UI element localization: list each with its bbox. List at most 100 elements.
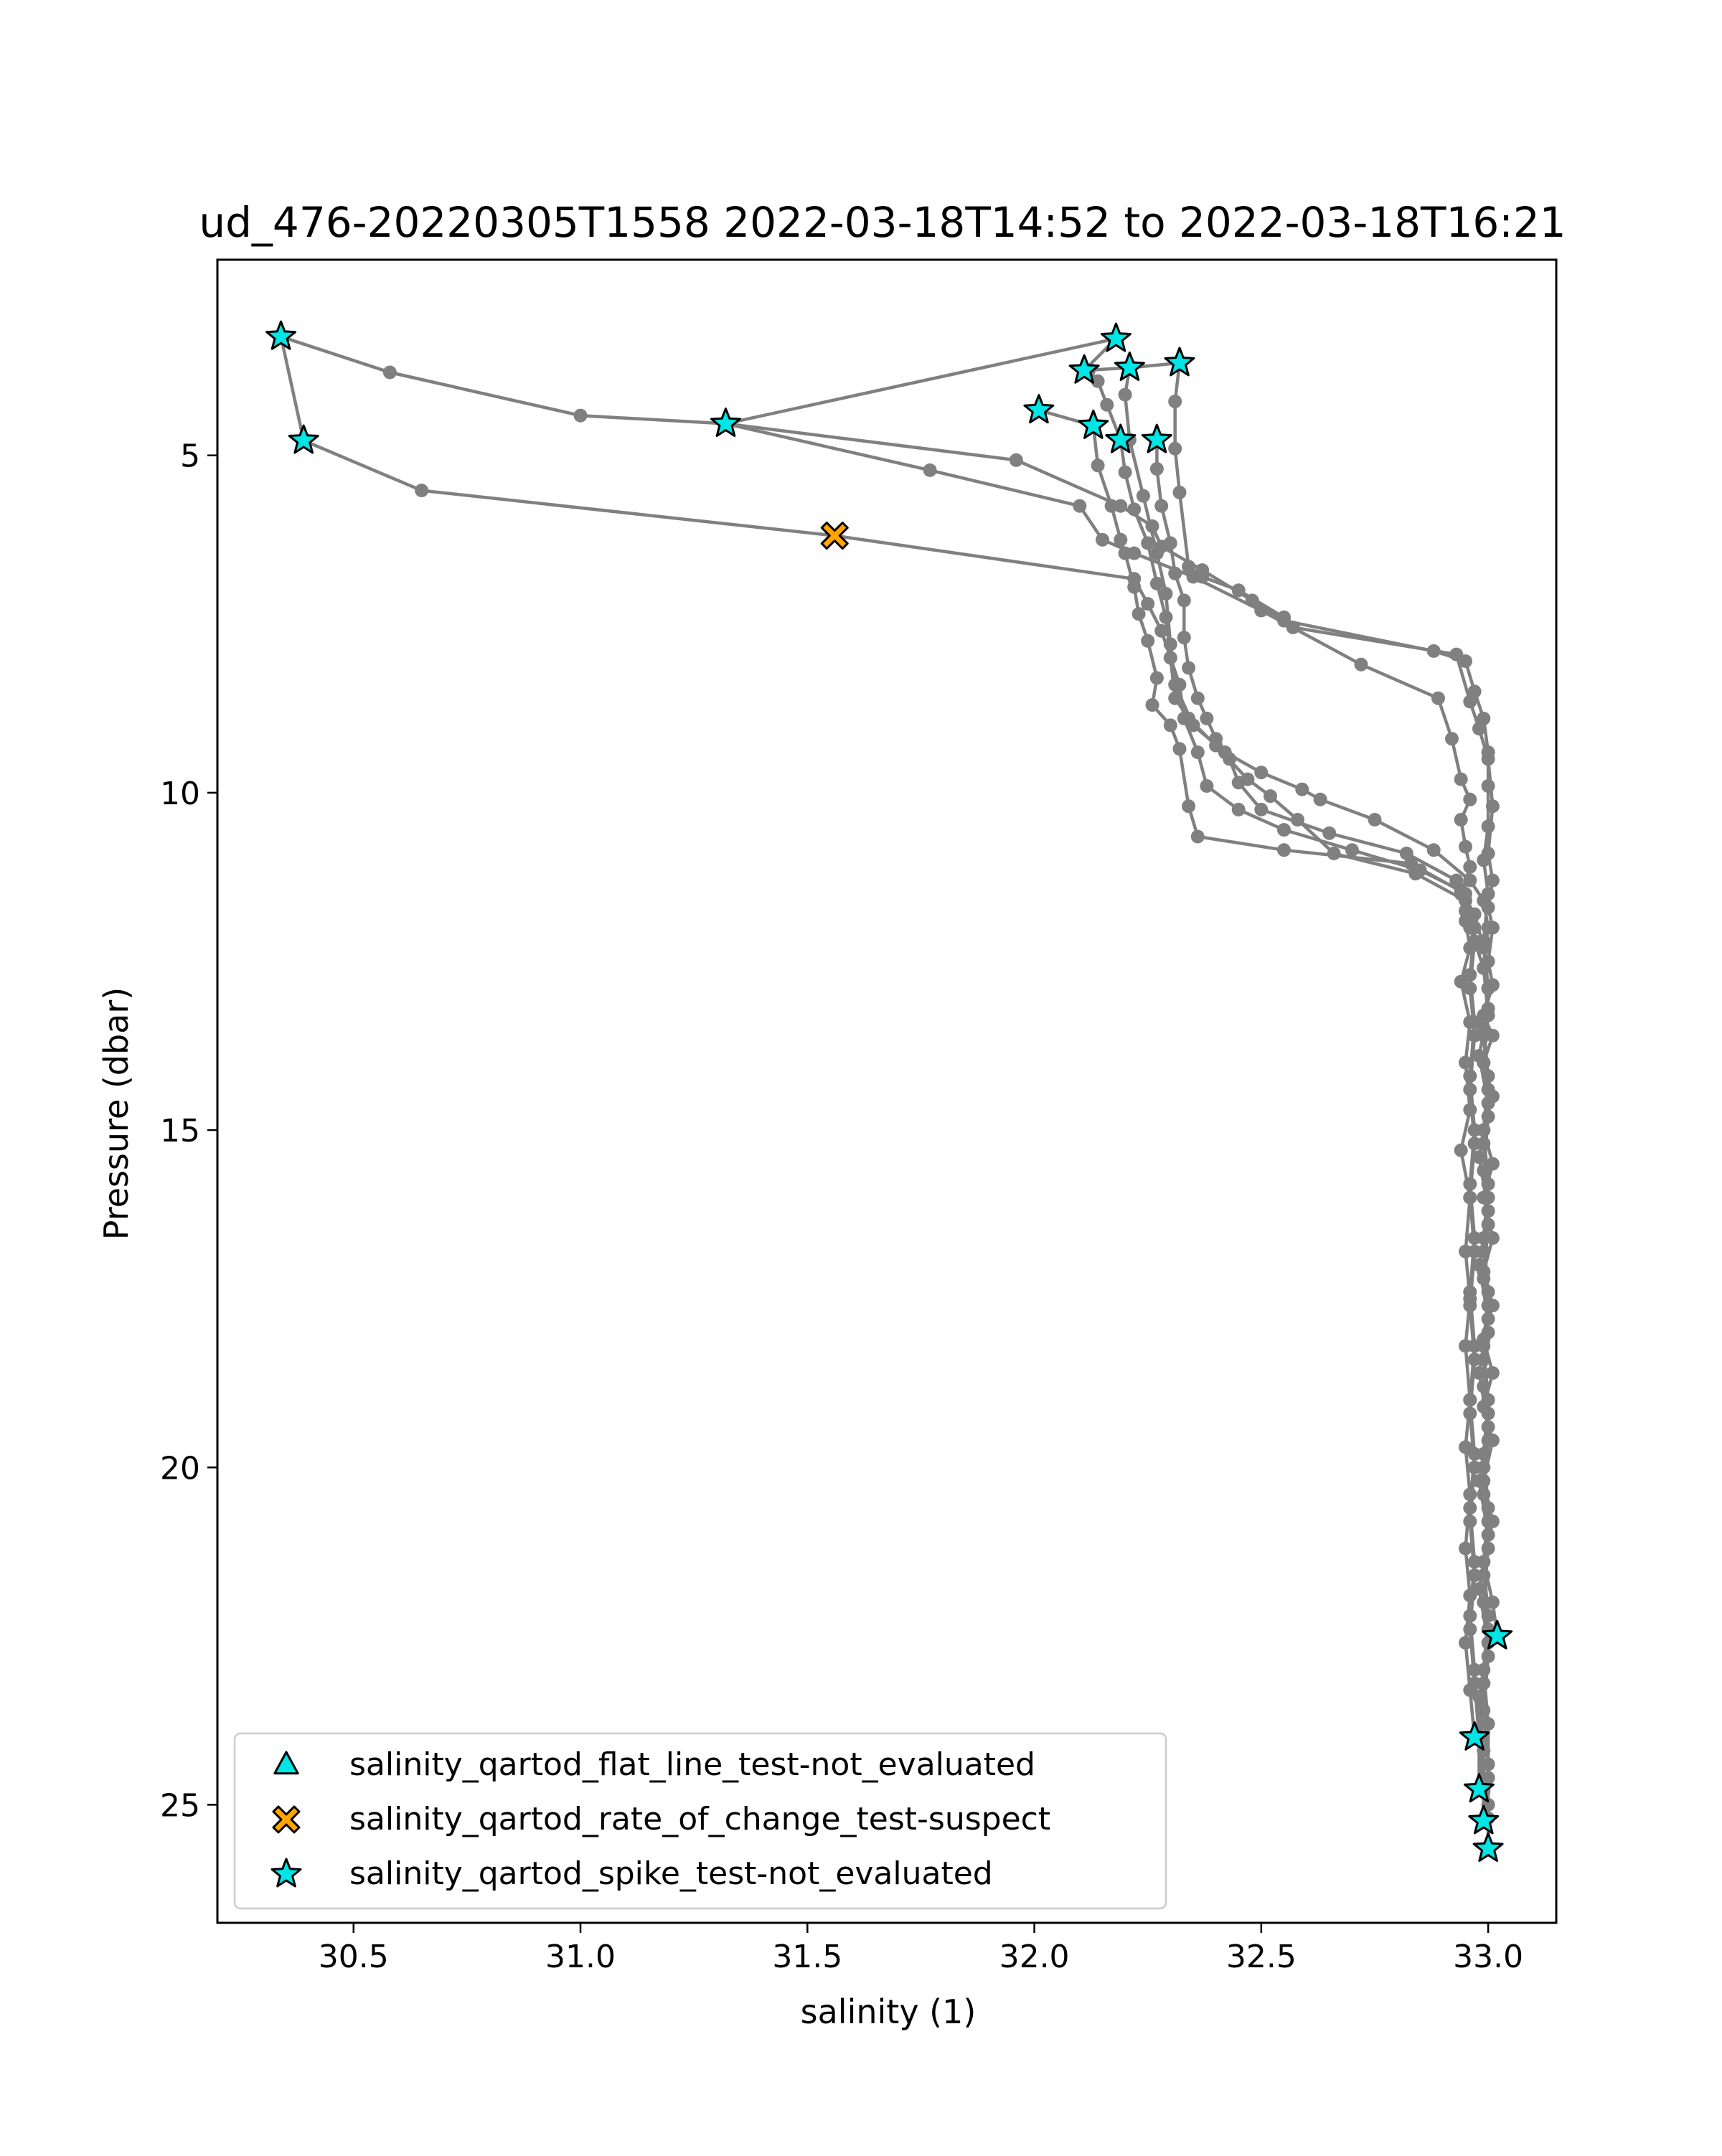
legend-marker-triangle — [273, 1751, 299, 1775]
profile-point — [1463, 873, 1477, 888]
legend-marker-x-filled — [272, 1805, 301, 1834]
profile-point — [1481, 779, 1495, 793]
profile-point — [1477, 893, 1491, 908]
profile-point — [1481, 1501, 1495, 1515]
profile-point — [1096, 532, 1109, 547]
qc-flag-marker-star — [1468, 1804, 1500, 1835]
profile-point — [1141, 536, 1155, 550]
qc-flag-marker-star — [1459, 1720, 1490, 1751]
profile-point — [1459, 1541, 1472, 1555]
profile-point — [1231, 776, 1246, 790]
qc-flag-marker-star — [1100, 322, 1131, 352]
qc-flag-marker-star — [1141, 423, 1172, 453]
profile-point — [1177, 711, 1191, 725]
profile-point — [1467, 1136, 1482, 1151]
profile-point — [1472, 1150, 1486, 1164]
profile-point — [1485, 1366, 1500, 1380]
profile-point — [1245, 593, 1259, 608]
profile-point — [1485, 873, 1500, 888]
qc-flag-marker-star — [1482, 1619, 1513, 1649]
y-axis-label: Pressure (dbar) — [97, 987, 136, 1240]
x-axis-label: salinity (1) — [801, 1992, 977, 2031]
profile-point — [1426, 843, 1441, 857]
profile-point — [1481, 982, 1495, 996]
qc-flag-marker-star — [1164, 347, 1195, 377]
profile-point — [1345, 843, 1359, 857]
profile-point — [1463, 1083, 1477, 1097]
x-tick-label: 32.5 — [1226, 1939, 1297, 1975]
profile-point — [1477, 1231, 1491, 1245]
y-tick-label: 10 — [160, 776, 200, 812]
profile-point — [1168, 441, 1182, 456]
profile-point — [1463, 1515, 1477, 1528]
qc-flag-marker-star — [1472, 1832, 1504, 1863]
profile-point — [1445, 732, 1459, 746]
legend-entry-label: salinity_qartod_flat_line_test-not_evalu… — [349, 1746, 1035, 1783]
qc-flag-marker-x-filled — [820, 522, 849, 550]
profile-point — [1477, 961, 1491, 975]
profile-point — [1231, 802, 1246, 816]
profile-point — [1431, 691, 1445, 705]
profile-point — [1472, 1582, 1486, 1596]
profile-point — [1254, 766, 1269, 780]
profile-point — [1149, 462, 1164, 476]
x-tick-label: 33.0 — [1453, 1939, 1523, 1975]
profile-point — [1454, 1143, 1468, 1157]
profile-point — [1190, 829, 1205, 844]
x-tick-label: 32.0 — [999, 1939, 1070, 1975]
axes-frame — [216, 258, 1558, 1924]
profile-point — [1481, 1609, 1495, 1623]
profile-point — [1131, 607, 1146, 621]
qc-flag-marker-star — [265, 320, 297, 350]
profile-point — [1454, 813, 1468, 827]
profile-point — [382, 365, 397, 380]
profile-point — [1463, 1299, 1477, 1313]
profile-point — [1295, 782, 1309, 796]
profile-point — [1472, 1474, 1486, 1488]
profile-point — [1127, 572, 1142, 586]
profile-point — [1200, 779, 1214, 793]
profile-point — [1463, 982, 1477, 996]
qc-flag-marker-star — [1114, 351, 1145, 381]
profile-point — [1467, 1460, 1482, 1474]
profile-point — [1463, 1622, 1477, 1637]
profile-point — [1426, 644, 1441, 658]
profile-point — [1277, 843, 1291, 857]
profile-point — [1209, 732, 1223, 746]
profile-point — [1149, 671, 1164, 685]
profile-point — [1477, 1662, 1491, 1677]
profile-point — [1118, 546, 1132, 560]
profile-point — [1100, 397, 1114, 412]
profile-point — [1472, 1366, 1486, 1380]
profile-point — [1354, 657, 1368, 672]
y-tick-label: 5 — [180, 438, 200, 475]
profile-point — [1223, 752, 1237, 766]
profile-point — [1368, 813, 1382, 827]
legend-marker-star — [270, 1858, 302, 1888]
profile-point — [1477, 941, 1491, 955]
legend-entry-label: salinity_qartod_spike_test-not_evaluated — [349, 1855, 993, 1892]
profile-point — [1159, 587, 1173, 601]
profile-point — [1467, 1244, 1482, 1258]
profile-point — [1190, 691, 1205, 705]
profile-point — [1477, 1446, 1491, 1461]
profile-point — [1481, 921, 1495, 935]
profile-point — [1182, 661, 1196, 675]
axis-layer: 30.5 31.0 31.5 32.0 32.5 33.0 5 10 15 20 25 — [160, 258, 1558, 1975]
profile-point — [1472, 1258, 1486, 1272]
plot-layer — [265, 320, 1513, 1863]
profile-point — [1114, 532, 1128, 547]
profile-point — [1127, 502, 1142, 517]
profile-point — [1481, 745, 1495, 759]
profile-point — [1163, 651, 1177, 665]
profile-point — [1481, 1177, 1495, 1191]
profile-point — [1177, 631, 1191, 645]
profile-point — [1136, 489, 1150, 503]
profile-point — [1477, 1022, 1491, 1036]
y-tick-label: 25 — [160, 1787, 200, 1824]
profile-point — [1009, 453, 1023, 467]
qc-flag-marker-star — [710, 408, 741, 437]
profile-point — [1463, 1190, 1477, 1205]
